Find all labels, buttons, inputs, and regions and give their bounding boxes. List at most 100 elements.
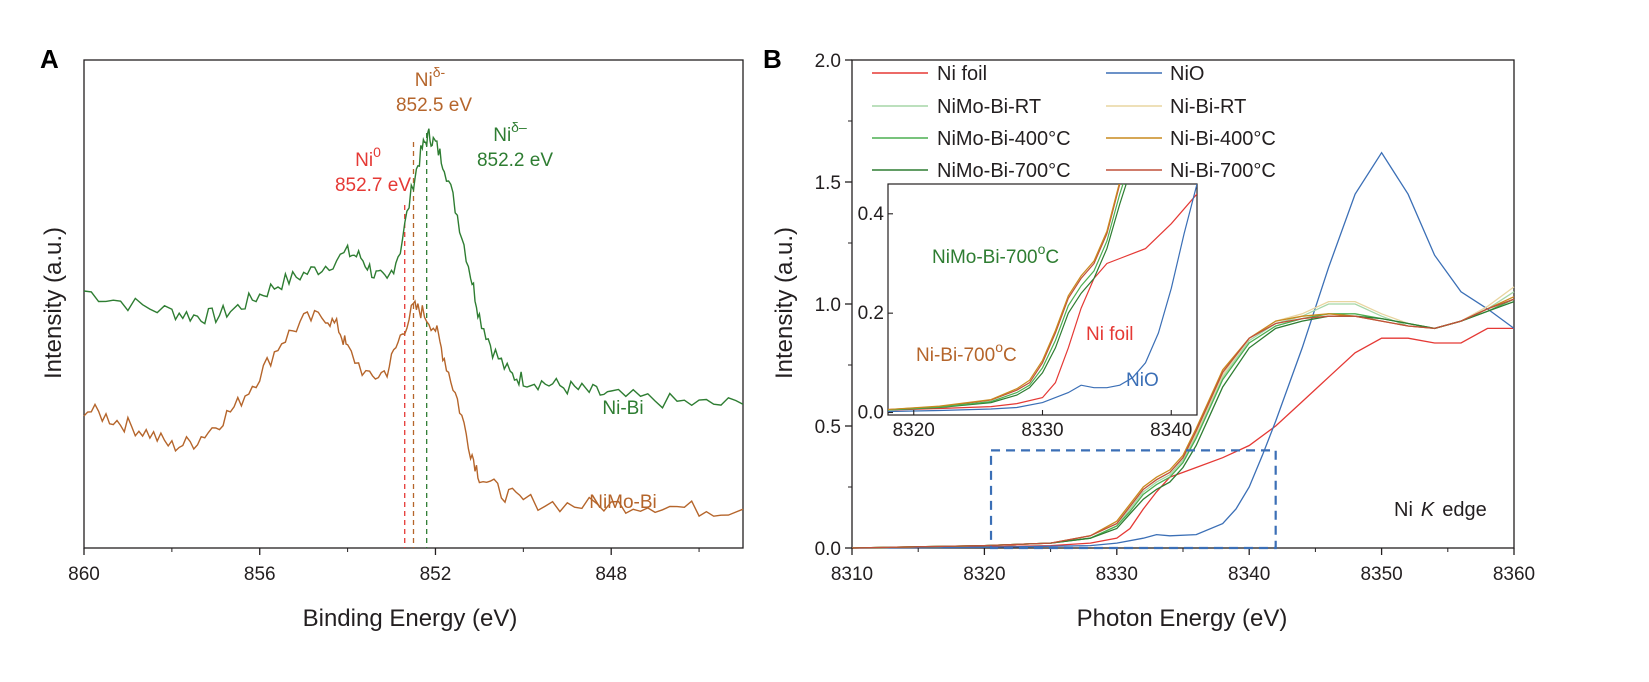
inset-x-tick-label: 8320 xyxy=(893,420,935,441)
annotation-ni-delta-nimo-symbol: Ni xyxy=(415,70,433,91)
legend-item-nimo-bi-rt: NiMo-Bi-RT xyxy=(872,96,1041,118)
annotation-ni-delta-ni: Niδ– 852.2 eV xyxy=(477,119,553,171)
series-line-nimo-bi xyxy=(83,299,744,518)
annotation-ni-delta-ni-symbol: Ni xyxy=(493,125,511,146)
panel-b-letter: B xyxy=(763,44,782,74)
y-tick-label: 0.0 xyxy=(815,539,841,560)
panel-b-ticks: 8310 8320 8330 8340 8350 8360 0.0 0.5 1.0 1.5 2.0 xyxy=(815,51,1536,585)
y-tick-label: 0.5 xyxy=(815,417,841,438)
series-line-ni-bi xyxy=(83,128,744,409)
x-tick-label-8310: 8310 xyxy=(831,564,873,585)
panel-a-letter: A xyxy=(40,44,59,74)
legend-item-ni-bi-700: Ni-Bi-700°C xyxy=(1106,160,1276,182)
x-tick-label-8330: 8330 xyxy=(1096,564,1138,585)
inset-label-nimo-bi-700-sup: o xyxy=(1038,241,1046,257)
annotation-ni-delta-ni-value: 852.2 eV xyxy=(477,150,553,171)
y-tick-label: 1.0 xyxy=(815,295,841,316)
annotation-ni0: Ni0 852.7 eV xyxy=(335,144,411,196)
inset-label-ni-foil: Ni foil xyxy=(1086,324,1134,345)
inset-x-tick-label: 8330 xyxy=(1021,420,1063,441)
annotation-ni0-value: 852.7 eV xyxy=(335,175,411,196)
panel-a-series xyxy=(83,128,744,518)
y-tick-label: 2.0 xyxy=(815,51,841,72)
y-tick-label: 1.5 xyxy=(815,173,841,194)
panel-b-x-axis-title: Photon Energy (eV) xyxy=(1077,605,1288,632)
inset-y-tick-label: 0.4 xyxy=(858,204,885,225)
inset-label-ni-bi-700: Ni-Bi-700oC xyxy=(916,339,1017,366)
inset-series-line-ni-bi-400c xyxy=(888,184,1120,411)
panel-a: A 860 856 852 848 Ni0 852.7 eV Niδ- 852.5 e… xyxy=(40,44,744,632)
inset-series-line-ni-foil xyxy=(888,193,1197,411)
panel-a-y-axis-title: Intensity (a.u.) xyxy=(40,227,67,379)
legend-label-ni-bi-700: Ni-Bi-700°C xyxy=(1170,160,1276,182)
legend-label-ni-bi-400: Ni-Bi-400°C xyxy=(1170,128,1276,150)
inset-series-line-nio xyxy=(888,184,1197,413)
ni-k-edge-prefix: Ni xyxy=(1394,499,1413,521)
panel-b: B 8310 8320 8330 8340 8350 8360 0.0 0.5 1.0 1.5 2.… xyxy=(763,44,1535,632)
inset-label-nio: NiO xyxy=(1126,370,1159,391)
x-tick-label-8360: 8360 xyxy=(1493,564,1535,585)
panel-a-x-ticks: 860 856 852 848 xyxy=(68,548,700,585)
annotation-ni-delta-nimo-value: 852.5 eV xyxy=(396,95,472,116)
legend-item-nio: NiO xyxy=(1106,63,1204,85)
legend-item-nimo-bi-700: NiMo-Bi-700°C xyxy=(872,160,1071,182)
x-tick-label-852: 852 xyxy=(420,564,452,585)
inset-label-nimo-bi-700-text: NiMo-Bi-700 xyxy=(932,247,1038,268)
legend-label-nimo-bi-rt: NiMo-Bi-RT xyxy=(937,96,1041,118)
inset-series-line-nimo-bi-400c xyxy=(888,184,1124,411)
panel-b-legend: Ni foil NiO NiMo-Bi-RT Ni-Bi-RT NiMo-Bi-… xyxy=(872,63,1276,182)
x-tick-label-860: 860 xyxy=(68,564,100,585)
series-line-ni-foil xyxy=(851,327,1514,549)
inset-series xyxy=(888,184,1197,413)
inset-series-line-ni-bi-700c xyxy=(888,184,1121,411)
ni-k-edge-suffix: edge xyxy=(1442,499,1487,521)
legend-label-ni-bi-rt: Ni-Bi-RT xyxy=(1170,96,1246,118)
inset-series-line-nimo-bi-700c xyxy=(888,184,1127,411)
annotation-ni-delta-ni-sup: δ– xyxy=(511,119,527,135)
legend-item-ni-foil: Ni foil xyxy=(872,63,987,85)
panel-a-reference-lines xyxy=(404,133,428,548)
x-tick-label-848: 848 xyxy=(595,564,627,585)
series-line-ni-bi-700c xyxy=(851,298,1515,549)
annotation-ni0-sup: 0 xyxy=(373,144,381,160)
annotation-ni0-symbol: Ni xyxy=(355,150,373,171)
inset-x-tick-label: 8340 xyxy=(1150,420,1192,441)
inset-frame xyxy=(887,183,1198,416)
legend-item-ni-bi-400: Ni-Bi-400°C xyxy=(1106,128,1276,150)
svg-text:Niδ–: Niδ– xyxy=(493,119,527,146)
inset-y-tick-label: 0.0 xyxy=(858,403,884,424)
inset-label-ni-bi-700-text: Ni-Bi-700 xyxy=(916,345,995,366)
x-tick-label-8350: 8350 xyxy=(1360,564,1402,585)
zoom-region-box xyxy=(989,449,1277,550)
legend-label-nimo-bi-700: NiMo-Bi-700°C xyxy=(937,160,1071,182)
x-tick-label-8340: 8340 xyxy=(1228,564,1270,585)
panel-b-series xyxy=(851,151,1515,549)
x-tick-label-856: 856 xyxy=(244,564,276,585)
x-tick-label-8320: 8320 xyxy=(963,564,1005,585)
inset-label-nimo-bi-700: NiMo-Bi-700oC xyxy=(932,241,1059,268)
series-label-ni-bi: Ni-Bi xyxy=(602,398,643,419)
annotation-ni-delta-nimo: Niδ- 852.5 eV xyxy=(396,64,472,116)
series-line-nimo-bi-700c xyxy=(851,300,1515,549)
svg-text:Niδ-: Niδ- xyxy=(415,64,446,91)
inset-label-ni-bi-700-suffix: C xyxy=(1003,345,1017,366)
series-line-nio xyxy=(851,151,1515,549)
svg-text:Ni0: Ni0 xyxy=(355,144,381,171)
legend-label-nio: NiO xyxy=(1170,63,1204,85)
panel-a-x-axis-title: Binding Energy (eV) xyxy=(303,605,518,632)
legend-label-nimo-bi-400: NiMo-Bi-400°C xyxy=(937,128,1071,150)
panel-b-y-axis-title: Intensity (a.u.) xyxy=(771,227,798,379)
ni-k-edge-italic: K xyxy=(1421,499,1436,521)
legend-item-ni-bi-rt: Ni-Bi-RT xyxy=(1106,96,1246,118)
inset-y-tick-label: 0.2 xyxy=(858,303,884,324)
legend-label-ni-foil: Ni foil xyxy=(937,63,987,85)
annotation-ni-delta-nimo-sup: δ- xyxy=(433,64,446,80)
inset-ticks: 8320 8330 8340 0.0 0.2 0.4 xyxy=(858,204,1193,441)
inset-label-nimo-bi-700-suffix: C xyxy=(1045,247,1059,268)
inset-lines xyxy=(888,184,1197,413)
inset-label-ni-bi-700-sup: o xyxy=(995,339,1003,355)
series-label-nimo-bi: NiMo-Bi xyxy=(589,492,657,513)
